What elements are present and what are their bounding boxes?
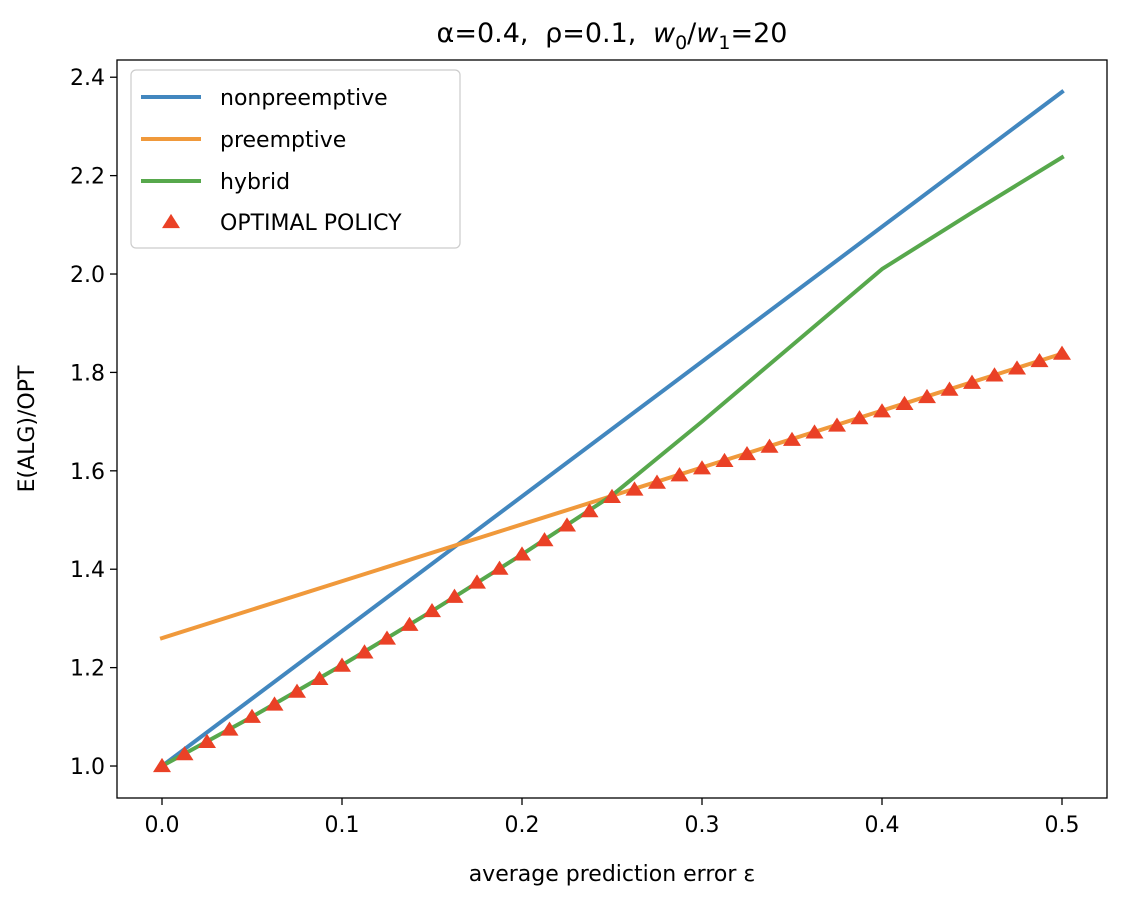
- y-tick-label: 1.8: [70, 361, 105, 386]
- optimal-policy-marker: [873, 403, 891, 418]
- legend-label: hybrid: [220, 170, 290, 195]
- optimal-policy-marker: [783, 431, 801, 446]
- series-layer: [153, 89, 1071, 773]
- optimal-policy-marker: [378, 630, 396, 645]
- title-w0: w: [653, 18, 676, 49]
- y-tick-label: 1.0: [70, 755, 105, 780]
- x-tick-label: 0.0: [145, 813, 180, 838]
- legend-label: nonpreemptive: [220, 86, 388, 111]
- optimal-policy-marker: [558, 517, 576, 532]
- optimal-policy-marker: [400, 616, 419, 631]
- optimal-policy-marker: [850, 410, 869, 425]
- optimal-policy-marker: [175, 746, 194, 761]
- optimal-policy-marker: [940, 381, 959, 396]
- optimal-policy-marker: [1053, 345, 1071, 360]
- y-tick-label: 1.4: [70, 558, 105, 583]
- optimal-policy-marker: [333, 657, 351, 672]
- x-tick-label: 0.4: [865, 813, 900, 838]
- y-tick-label: 1.2: [70, 657, 105, 682]
- y-tick-label: 2.0: [70, 263, 105, 288]
- x-axis-label: average prediction error ε: [469, 862, 756, 887]
- optimal-policy-marker: [220, 721, 239, 736]
- optimal-policy-marker: [1008, 360, 1026, 375]
- optimal-policy-marker: [423, 602, 441, 618]
- y-tick-label: 2.2: [70, 165, 105, 190]
- optimal-policy-marker: [1030, 353, 1049, 368]
- ticks-layer: 0.0 0.1 0.2 0.3 0.4 0.5 1.0 1.2 1.4 1.6 1.8 2.0 2.2 2…: [70, 66, 1080, 838]
- legend-label: OPTIMAL POLICY: [220, 211, 402, 236]
- optimal-policy-marker: [625, 481, 644, 496]
- optimal-policy-marker: [693, 460, 711, 475]
- optimal-policy-marker: [535, 532, 554, 547]
- optimal-policy-marker: [715, 452, 734, 468]
- x-tick-label: 0.5: [1045, 813, 1080, 838]
- chart-title: α=0.4, ρ=0.1, w0/w1=20: [437, 18, 788, 54]
- optimal-policy-marker: [738, 445, 756, 461]
- x-tick-label: 0.3: [685, 813, 720, 838]
- y-axis-label: E(ALG)/OPT: [15, 365, 40, 492]
- optimal-policy-marker: [580, 503, 599, 518]
- y-tick-label: 1.6: [70, 460, 105, 485]
- optimal-policy-marker: [265, 696, 284, 711]
- legend: nonpreemptive preemptive hybrid OPTIMAL POL…: [130, 69, 461, 249]
- title-alpha: α=0.4,: [437, 18, 529, 49]
- optimal-policy-marker: [648, 474, 666, 489]
- series-line-nonpreemptive: [159, 89, 1065, 769]
- x-tick-label: 0.2: [505, 813, 540, 838]
- title-w1: w: [696, 18, 719, 49]
- title-ratio: =20: [730, 18, 787, 49]
- y-tick-label: 2.4: [70, 66, 105, 91]
- optimal-policy-marker: [895, 395, 914, 410]
- title-w0-sub: 0: [675, 32, 687, 54]
- optimal-policy-marker: [513, 546, 531, 561]
- legend-marker: [162, 213, 180, 229]
- optimal-policy-marker: [805, 424, 824, 439]
- optimal-policy-marker: [153, 757, 171, 773]
- title-w1-sub: 1: [718, 32, 730, 54]
- optimal-policy-marker: [288, 683, 306, 698]
- optimal-policy-marker: [310, 670, 329, 686]
- title-slash: /: [687, 18, 697, 49]
- optimal-policy-marker: [828, 417, 846, 432]
- title-rho: ρ=0.1,: [545, 18, 636, 49]
- optimal-policy-marker: [355, 644, 374, 659]
- optimal-policy-marker: [963, 374, 981, 389]
- legend-label: preemptive: [220, 128, 346, 153]
- optimal-policy-marker: [603, 488, 621, 503]
- optimal-policy-marker: [243, 708, 261, 723]
- optimal-policy-marker: [445, 588, 464, 603]
- optimal-policy-marker: [670, 467, 689, 482]
- legend-box: [130, 69, 461, 249]
- legend-entries: nonpreemptive preemptive hybrid OPTIMAL POL…: [141, 86, 402, 236]
- optimal-policy-marker: [468, 574, 486, 589]
- optimal-policy-marker: [985, 367, 1004, 382]
- optimal-policy-marker: [198, 733, 216, 748]
- x-tick-label: 0.1: [325, 813, 360, 838]
- optimal-policy-marker: [490, 560, 509, 575]
- plot-frame: [116, 59, 1108, 799]
- optimal-policy-marker: [918, 388, 936, 404]
- optimal-policy-marker: [760, 438, 779, 453]
